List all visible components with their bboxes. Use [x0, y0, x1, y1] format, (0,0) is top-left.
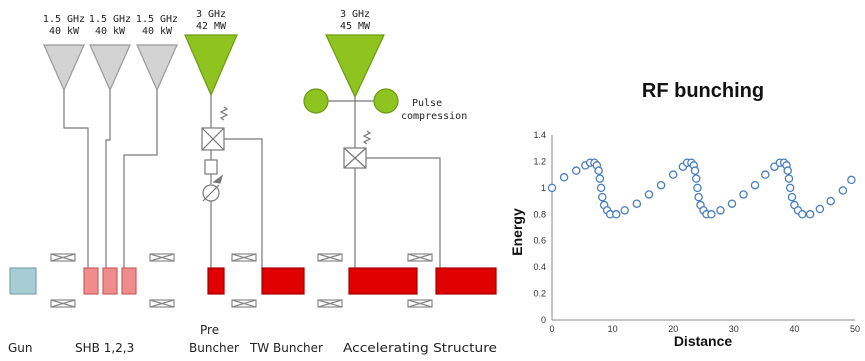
y-tick-label: 1.4 — [533, 130, 546, 140]
data-point — [727, 199, 737, 208]
data-point — [596, 183, 606, 193]
data-point — [632, 199, 642, 208]
data-point — [826, 196, 836, 206]
accelerating-structure-label: Accelerating Structure — [343, 341, 497, 355]
data-point — [611, 210, 621, 219]
x-tick-label: 50 — [850, 324, 860, 334]
shb3-cavity — [121, 267, 137, 295]
accelerator-diagram: 1.5 GHz 40 kW 1.5 GHz 40 kW 1.5 GHz 40 k… — [8, 9, 497, 355]
data-point — [598, 192, 607, 202]
tw-buncher-feed — [224, 138, 263, 268]
attenuator-box — [204, 159, 218, 175]
shb2-triangle — [89, 44, 131, 92]
electron-gun — [9, 267, 37, 295]
y-tick-label: 0.8 — [533, 209, 546, 219]
klystron2-power-label: 45 MW — [340, 21, 371, 32]
y-tick-label: 0 — [541, 315, 546, 325]
shb3-triangle — [136, 44, 178, 92]
pre-buncher-label-1: Pre — [200, 323, 219, 337]
y-tick-labels: 0 0.2 0.4 0.6 0.8 1 1.2 1.4 — [533, 130, 546, 325]
data-point — [787, 192, 797, 202]
data-point — [761, 170, 770, 179]
data-point — [668, 170, 678, 179]
load2-symbol — [362, 130, 372, 145]
data-point — [693, 183, 702, 193]
klystron2-triangle — [325, 34, 385, 99]
data-point — [547, 183, 557, 193]
load1-symbol — [219, 106, 229, 121]
y-tick-label: 0.6 — [533, 236, 546, 246]
chart-title: RF bunching — [642, 80, 764, 102]
pulse-compression-cavity-right — [373, 88, 399, 114]
tw-buncher-label: TW Buncher — [249, 341, 323, 355]
shb-label: SHB 1,2,3 — [75, 341, 134, 355]
data-point — [739, 190, 748, 199]
rf-bunching-chart: RF bunching 0 0.2 0.4 0.6 0.8 1 1.2 1.4 0 10 20 30… — [509, 80, 860, 349]
y-tick-label: 1.2 — [533, 156, 546, 166]
x-axis-label: Distance — [674, 333, 733, 349]
pulse-compression-label-2: compression — [401, 111, 467, 122]
data-point — [571, 166, 581, 175]
shb1-freq-label: 1.5 GHz — [43, 14, 85, 25]
pulse-compression-cavity-left — [303, 88, 329, 114]
data-point — [815, 204, 825, 214]
x-tick-label: 30 — [729, 324, 739, 334]
data-series — [547, 158, 856, 219]
shb1-cavity — [83, 267, 99, 295]
x-tick-label: 0 — [549, 324, 554, 334]
data-point — [785, 183, 795, 193]
data-point — [750, 180, 760, 190]
shb2-feed-line — [105, 90, 111, 268]
accel2-feed — [366, 157, 441, 268]
data-point — [656, 180, 666, 190]
accelerating-structure-1 — [348, 267, 418, 295]
pulse-compression-label-1: Pulse — [412, 98, 442, 109]
data-point — [644, 190, 654, 199]
x-tick-labels: 0 10 20 30 40 50 — [549, 324, 860, 334]
data-point — [620, 206, 629, 215]
data-point — [805, 210, 815, 219]
x-tick-label: 10 — [608, 324, 618, 334]
y-axis-label: Energy — [509, 208, 525, 256]
data-point — [594, 166, 603, 175]
klystron1-power-label: 42 MW — [196, 21, 227, 32]
x-tick-label: 20 — [668, 324, 678, 334]
x-tick-label: 40 — [789, 324, 799, 334]
klystron2-freq-label: 3 GHz — [340, 9, 370, 20]
coupler2-cross — [343, 147, 367, 169]
data-point — [784, 174, 794, 183]
klystron1-triangle — [184, 34, 238, 97]
shb1-feed-line — [63, 90, 89, 268]
shb3-power-label: 40 kW — [142, 26, 173, 37]
shb2-freq-label: 1.5 GHz — [89, 14, 131, 25]
tw-buncher-cavity — [261, 267, 305, 295]
accelerating-structure-2 — [435, 267, 497, 295]
data-point — [716, 206, 725, 215]
data-point — [798, 210, 807, 219]
data-point — [691, 174, 701, 183]
data-point — [559, 173, 569, 182]
pre-buncher-label-2: Buncher — [189, 341, 239, 355]
data-point — [838, 186, 848, 195]
shb2-power-label: 40 kW — [95, 26, 126, 37]
data-point — [783, 166, 792, 175]
shb1-triangle — [43, 44, 85, 92]
pre-buncher-cavity — [207, 267, 225, 295]
shb1-power-label: 40 kW — [49, 26, 80, 37]
data-point — [847, 175, 856, 185]
shb3-freq-label: 1.5 GHz — [136, 14, 178, 25]
data-point — [707, 210, 716, 219]
gun-label: Gun — [8, 341, 33, 355]
y-tick-label: 1 — [541, 183, 546, 193]
data-point — [694, 192, 703, 202]
data-point — [690, 166, 700, 175]
shb3-feed-line — [123, 90, 158, 268]
data-point — [595, 174, 605, 183]
y-tick-label: 0.4 — [533, 262, 546, 272]
y-tick-label: 0.2 — [533, 289, 546, 299]
coupler1-cross — [201, 127, 225, 151]
shb2-cavity — [102, 267, 118, 295]
klystron1-freq-label: 3 GHz — [196, 9, 226, 20]
focusing-magnets — [50, 253, 433, 308]
